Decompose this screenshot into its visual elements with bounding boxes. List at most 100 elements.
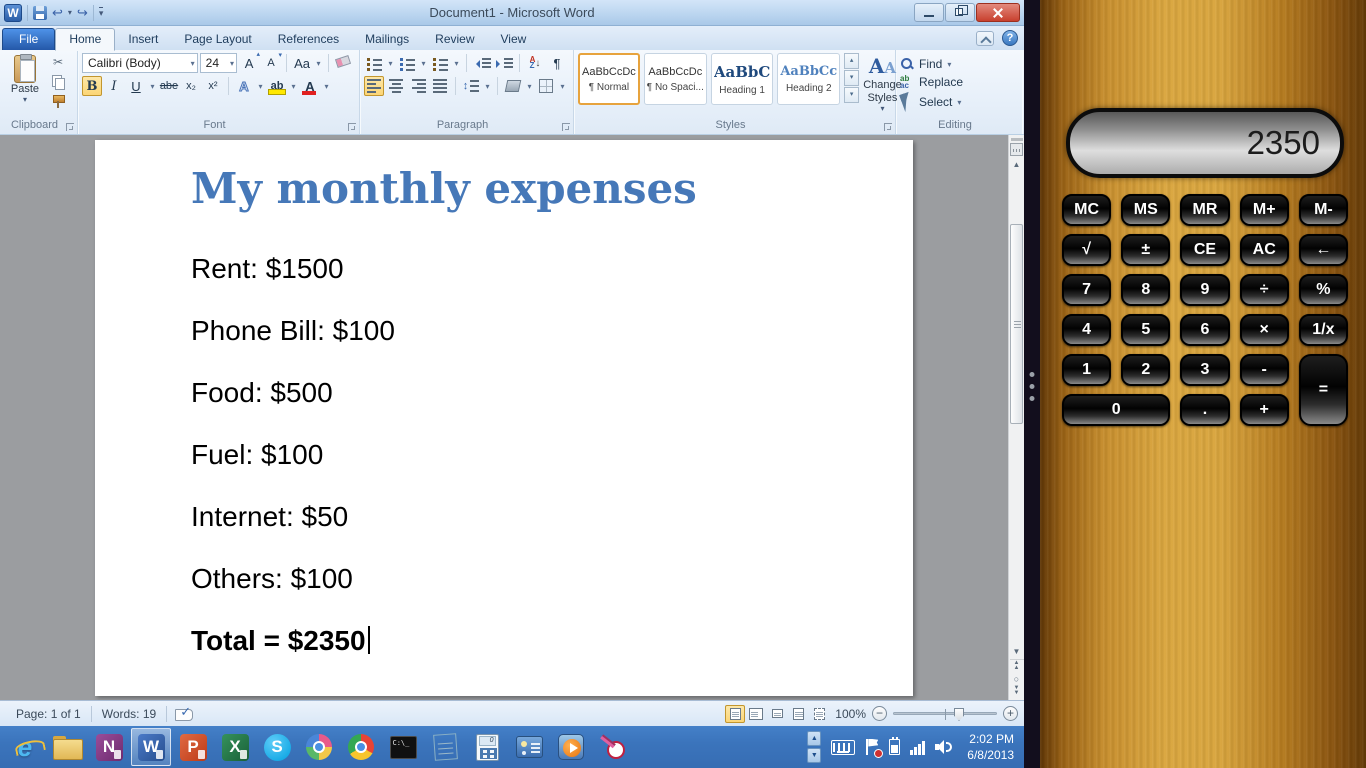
calc-button-1[interactable]: 1 — [1062, 354, 1112, 386]
undo-icon[interactable]: ↩ — [52, 5, 63, 20]
superscript-button[interactable]: x² — [208, 80, 218, 92]
tab-view[interactable]: View — [500, 32, 527, 46]
zoom-slider-thumb[interactable] — [954, 708, 964, 721]
minimize-button[interactable] — [914, 3, 944, 22]
word-logo-icon[interactable]: W — [4, 3, 22, 22]
calc-button-8[interactable]: 8 — [1121, 274, 1171, 306]
font-color-button[interactable]: A — [300, 76, 320, 96]
word-count[interactable]: Words: 19 — [101, 706, 157, 721]
calc-button-7[interactable]: 7 — [1062, 274, 1112, 306]
draft-view-icon[interactable] — [809, 705, 829, 723]
taskbar-item-command-prompt[interactable]: C:\_ — [383, 728, 423, 766]
customize-qat-icon[interactable]: ▾ — [98, 7, 104, 18]
taskbar-item-paint[interactable] — [299, 728, 339, 766]
taskbar-item-excel[interactable]: X — [215, 728, 255, 766]
dialog-launcher-icon[interactable] — [562, 123, 570, 131]
taskbar-item-word[interactable]: W — [131, 728, 171, 766]
italic-button[interactable]: I — [111, 78, 117, 94]
calc-button-5[interactable]: 5 — [1121, 314, 1171, 346]
subscript-button[interactable]: x₂ — [186, 80, 196, 92]
calc-button-6[interactable]: 6 — [1180, 314, 1230, 346]
tab-review[interactable]: Review — [435, 32, 475, 46]
find-button[interactable]: Find ▾ — [900, 57, 1012, 71]
calc-button-m-plus[interactable]: M+ — [1239, 194, 1289, 226]
restore-button[interactable] — [945, 3, 975, 22]
spellcheck-icon[interactable] — [175, 704, 194, 721]
touch-keyboard-icon[interactable] — [831, 739, 856, 755]
tray-scroll-down-icon[interactable]: ▼ — [807, 748, 822, 763]
zoom-level[interactable]: 100% — [835, 706, 866, 721]
bold-button[interactable]: B — [82, 76, 102, 96]
multilevel-dropdown-icon[interactable]: ▾ — [454, 58, 459, 68]
snap-gripper[interactable] — [1029, 372, 1035, 401]
change-case-dropdown-icon[interactable]: ▾ — [316, 58, 321, 68]
taskbar-item-skype[interactable]: S — [257, 728, 297, 766]
scroll-up-icon[interactable]: ▲ — [1012, 160, 1021, 169]
calc-button-backspace[interactable]: ← — [1298, 234, 1348, 266]
font-name-select[interactable]: Calibri (Body) ▾ — [82, 53, 198, 73]
scroll-down-icon[interactable]: ▼ — [1012, 647, 1021, 656]
calc-button-percent[interactable]: % — [1298, 274, 1348, 306]
dialog-launcher-icon[interactable] — [348, 123, 356, 131]
taskbar-item-chrome[interactable] — [341, 728, 381, 766]
close-button[interactable] — [976, 3, 1020, 22]
underline-dropdown-icon[interactable]: ▾ — [150, 81, 155, 91]
style-heading-1[interactable]: AaBbC Heading 1 — [710, 53, 774, 105]
styles-group-label[interactable]: Styles — [574, 119, 895, 134]
tab-references[interactable]: References — [277, 32, 340, 46]
numbering-icon[interactable] — [399, 57, 416, 70]
text-effects-dropdown-icon[interactable]: ▾ — [258, 81, 263, 91]
tab-insert[interactable]: Insert — [128, 32, 159, 46]
style-no-spacing[interactable]: AaBbCcDc ¶ No Spaci... — [643, 53, 707, 105]
vertical-scrollbar[interactable]: ▲ ▼ ▲ ▲ ○ ▼ ▼ — [1008, 135, 1024, 700]
snap-divider[interactable] — [1024, 0, 1040, 768]
shrink-font-button[interactable]: A — [261, 51, 282, 73]
align-left-icon[interactable] — [366, 79, 382, 93]
calc-button-minus[interactable]: - — [1239, 354, 1289, 386]
format-painter-icon[interactable] — [49, 93, 67, 109]
calc-button-mr[interactable]: MR — [1180, 194, 1230, 226]
calc-button-plus[interactable]: + — [1239, 394, 1289, 426]
scrollbar-track[interactable] — [1009, 172, 1025, 645]
decrease-indent-icon[interactable] — [474, 57, 491, 70]
multilevel-list-icon[interactable] — [432, 57, 449, 70]
taskbar-item-notepad[interactable] — [425, 728, 465, 766]
calc-button-0[interactable]: 0 — [1062, 394, 1171, 426]
tray-scroll-up-icon[interactable]: ▲ — [807, 731, 822, 746]
taskbar-item-file-explorer[interactable] — [47, 728, 87, 766]
change-styles-button[interactable]: AA Change Styles ▾ — [863, 54, 902, 114]
volume-icon[interactable] — [935, 739, 953, 755]
taskbar-item-media-player[interactable] — [551, 728, 591, 766]
calc-button-reciprocal[interactable]: 1/x — [1298, 314, 1348, 346]
shading-icon[interactable] — [504, 80, 522, 92]
save-icon[interactable] — [33, 5, 47, 20]
tab-mailings[interactable]: Mailings — [365, 32, 410, 46]
scrollbar-thumb[interactable] — [1009, 224, 1023, 424]
calc-button-ce[interactable]: CE — [1180, 234, 1230, 266]
document-page[interactable]: My monthly expenses Rent: $1500 Phone Bi… — [95, 140, 913, 696]
highlight-button[interactable]: ab — [267, 76, 287, 96]
justify-icon[interactable] — [432, 79, 448, 93]
increase-indent-icon[interactable] — [495, 57, 513, 70]
calc-button-4[interactable]: 4 — [1062, 314, 1112, 346]
taskbar-item-control-panel[interactable] — [509, 728, 549, 766]
action-center-flag-icon[interactable] — [865, 738, 884, 758]
grow-font-button[interactable]: A — [239, 50, 260, 73]
calc-button-mc[interactable]: MC — [1062, 194, 1112, 226]
redo-icon[interactable]: ↪ — [76, 5, 88, 20]
style-normal[interactable]: AaBbCcDc ¶ Normal — [578, 53, 640, 105]
copy-icon[interactable] — [49, 74, 67, 90]
paragraph-group-label[interactable]: Paragraph — [360, 119, 573, 134]
tab-file[interactable]: File — [2, 28, 56, 50]
line-spacing-icon[interactable]: ↕ — [463, 80, 480, 92]
tab-page-layout[interactable]: Page Layout — [184, 32, 252, 46]
show-hide-pilcrow-icon[interactable]: ¶ — [553, 55, 561, 71]
calc-button-ms[interactable]: MS — [1121, 194, 1171, 226]
dialog-launcher-icon[interactable] — [884, 123, 892, 131]
calc-button-multiply[interactable]: × — [1239, 314, 1289, 346]
align-center-icon[interactable] — [388, 79, 404, 93]
bullets-dropdown-icon[interactable]: ▾ — [388, 58, 393, 68]
style-heading-2[interactable]: AaBbCc Heading 2 — [777, 53, 841, 105]
bullets-icon[interactable] — [366, 57, 383, 70]
